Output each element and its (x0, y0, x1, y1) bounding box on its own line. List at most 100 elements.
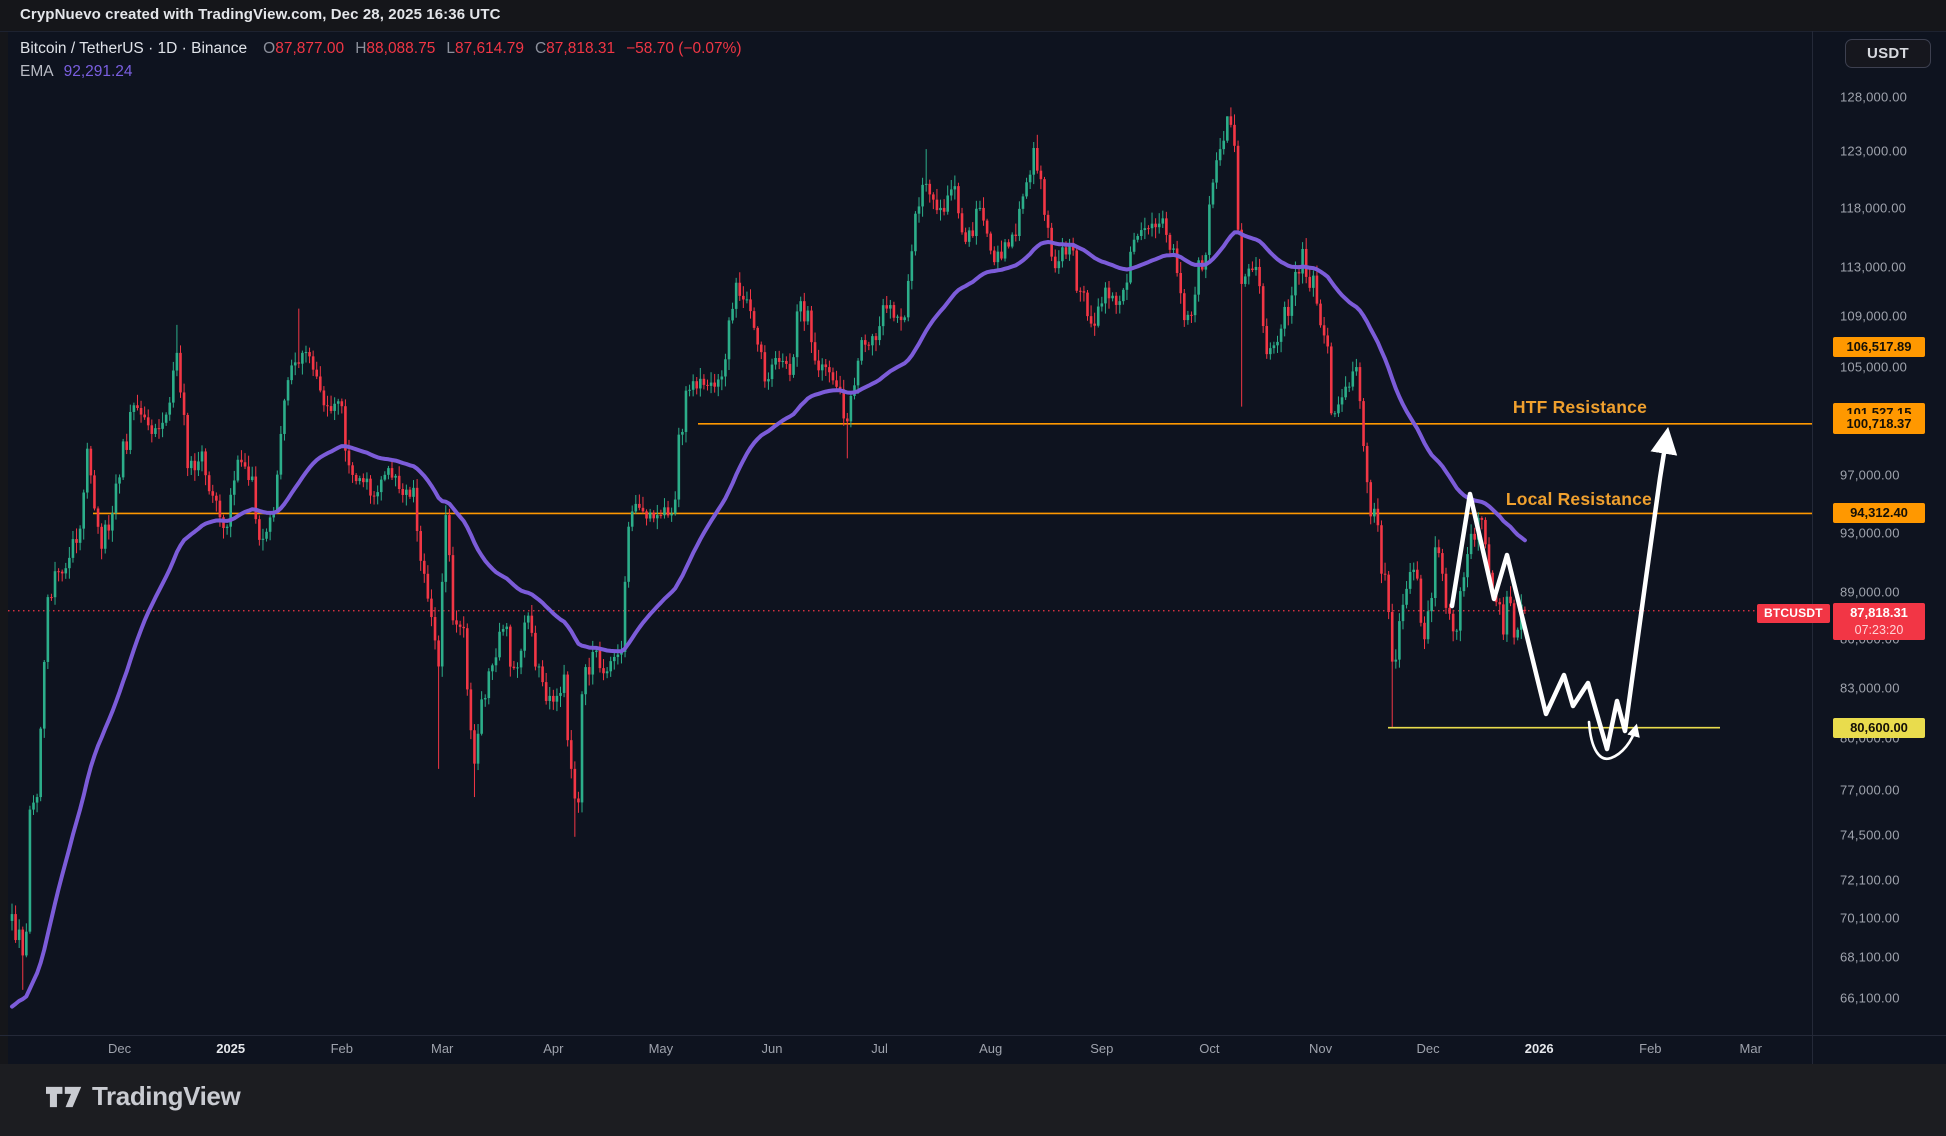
candle-body (458, 624, 462, 627)
candle-body (1118, 301, 1122, 305)
ema-label[interactable]: EMA (20, 63, 54, 80)
time-axis-label: May (648, 1041, 674, 1056)
candle-body (1455, 630, 1459, 632)
candle-body (1272, 345, 1276, 349)
candle-body (982, 207, 985, 221)
candle-body (634, 503, 638, 512)
candle-body (50, 597, 53, 599)
candle-body (616, 654, 620, 657)
candle-body (1136, 236, 1139, 240)
candle-body (552, 695, 555, 702)
candle-body (1462, 577, 1466, 592)
candle-body (942, 207, 946, 212)
candle-body (250, 476, 254, 481)
candle-body (1003, 242, 1007, 259)
time-axis-label: Apr (543, 1041, 564, 1056)
candle-body (562, 674, 566, 693)
candle-body (1308, 276, 1312, 288)
time-axis-label: Nov (1308, 1041, 1333, 1056)
candle-body (681, 431, 684, 435)
candle-body (1147, 228, 1150, 230)
candle-body (444, 515, 448, 582)
ema-line[interactable] (10, 230, 1527, 1009)
price-tick: 77,000.00 (1840, 782, 1900, 798)
time-axis[interactable]: Dec 2025 Feb Mar Apr May Jun Jul Aug Sep Oct Nov Dec… (0, 1036, 1946, 1064)
candle-body (1222, 140, 1226, 150)
candle-body (1362, 401, 1365, 447)
candle-body (408, 489, 412, 497)
scoop-arc-arrow[interactable] (1587, 720, 1640, 761)
currency-toggle-button[interactable]: USDT (1845, 39, 1931, 68)
candle-body (28, 809, 32, 932)
candle-body (648, 512, 652, 519)
candle-body (817, 360, 820, 371)
candle-body (1322, 325, 1326, 336)
candle-body (168, 402, 172, 415)
candle-body (924, 183, 928, 185)
candle-body (319, 376, 322, 391)
candle-body (462, 626, 466, 629)
candle-body (1157, 223, 1161, 228)
candle-body (383, 474, 387, 480)
projection-zigzag-arrow[interactable] (1449, 426, 1678, 752)
candle-body (996, 251, 1000, 263)
price-tick: 93,000.00 (1840, 525, 1900, 541)
projection-drawing[interactable] (1449, 426, 1678, 761)
candle-body (422, 560, 426, 574)
candle-body (1279, 328, 1283, 342)
candle-body (100, 526, 103, 549)
candle-body (1304, 248, 1308, 277)
candle-body (946, 195, 949, 212)
candle-body (555, 695, 559, 702)
candle-body (595, 650, 598, 652)
candle-body (831, 372, 835, 381)
candle-body (1484, 519, 1487, 545)
candle-body (1290, 295, 1294, 316)
candle-body (107, 524, 111, 531)
candle-body (326, 405, 329, 407)
candle-body (111, 513, 114, 531)
candle-body (57, 571, 60, 573)
tradingview-logo[interactable]: TradingView (46, 1081, 241, 1112)
candle-body (939, 207, 942, 211)
candle-body (1226, 116, 1229, 141)
candle-body (161, 422, 164, 429)
candle-body (1100, 303, 1104, 307)
candle-body (121, 441, 125, 478)
candle-body (914, 213, 917, 252)
candle-body (548, 695, 552, 701)
candle-body (1233, 124, 1236, 146)
candle-body (1039, 170, 1043, 180)
candle-body (412, 487, 415, 497)
candle-body (14, 914, 17, 941)
time-axis-label: 2025 (216, 1041, 246, 1056)
candle-body (175, 352, 179, 371)
local-resistance-label[interactable]: Local Resistance (1505, 489, 1652, 509)
candle-body (1104, 287, 1107, 304)
candle-body (498, 631, 501, 658)
htf-resistance-label[interactable]: HTF Resistance (1512, 397, 1647, 417)
time-axis-label: Sep (1090, 1041, 1114, 1056)
low-label: L (446, 40, 455, 57)
candle-body (881, 305, 885, 327)
candle-body (1114, 295, 1118, 305)
candle-body (645, 511, 648, 519)
price-axis[interactable]: 87,818.31 07:23:20 128,000.00 123,000.00 1… (1813, 31, 1946, 1064)
chart-pane[interactable] (0, 31, 1946, 1064)
candle-body (1286, 306, 1290, 316)
candle-body (1369, 482, 1373, 517)
candle-body (824, 364, 828, 368)
candle-body (1337, 404, 1340, 414)
candle-body (304, 352, 308, 354)
candle-body (1193, 294, 1197, 316)
symbol-title[interactable]: Bitcoin / TetherUS · 1D · Binance (20, 40, 248, 57)
price-tick: 118,000.00 (1840, 200, 1907, 216)
candle-body (1448, 607, 1451, 614)
candle-body (964, 232, 967, 242)
time-axis-label: Jul (871, 1041, 888, 1056)
candle-body (899, 316, 903, 321)
candle-body (501, 629, 505, 632)
current-price-badge: 87,818.31 07:23:20 (1833, 603, 1925, 640)
candle-body (143, 414, 146, 418)
